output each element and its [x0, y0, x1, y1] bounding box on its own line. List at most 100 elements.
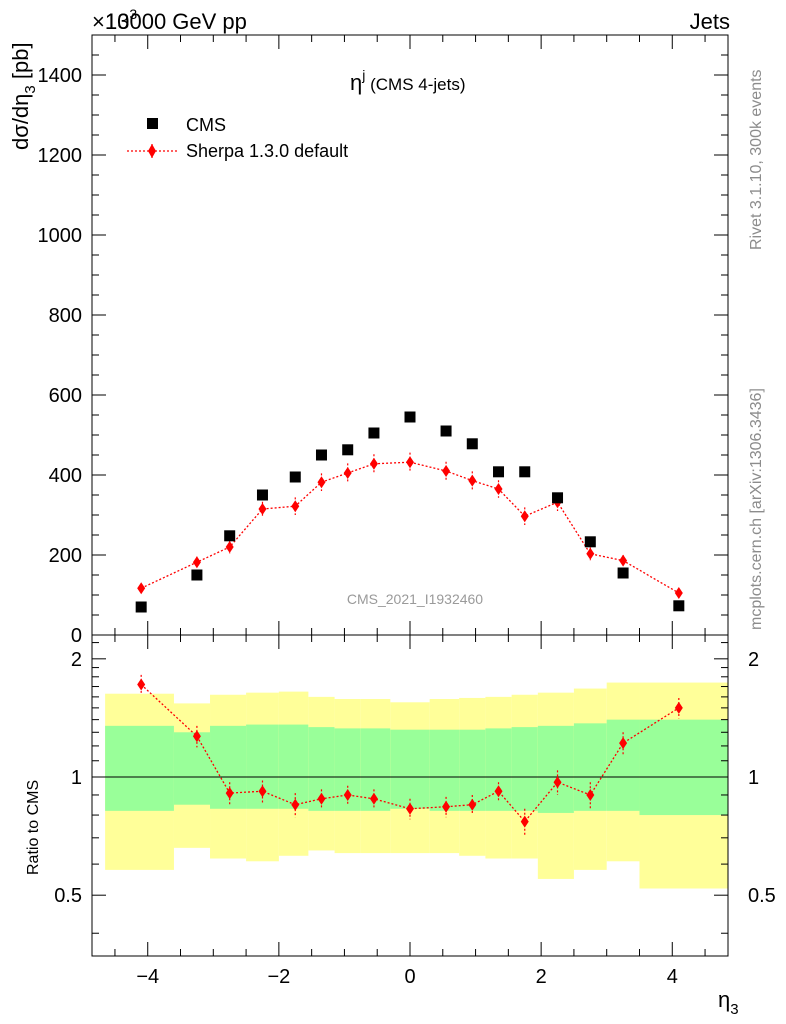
ratio-sherpa-point [586, 788, 595, 801]
sherpa-point [343, 467, 352, 479]
ratio-sherpa-point [406, 802, 414, 815]
header-right: Jets [690, 9, 730, 34]
ratio-x-ticks: −4 −2 0 2 4 [114, 635, 706, 988]
sherpa-point [674, 587, 683, 599]
ratio-sherpa-point [520, 815, 529, 828]
ratio-bands [105, 682, 728, 889]
legend: CMS Sherpa 1.3.0 default [127, 115, 348, 161]
ratio-band-inner [105, 725, 174, 811]
ratio-band-inner [511, 727, 538, 811]
side-label-mcplots: mcplots.cern.ch [arXiv:1306.3436] [748, 388, 765, 630]
main-x-ticks [114, 35, 706, 635]
ratio-y-tick-label-right: 0.5 [748, 885, 776, 907]
cms-point [673, 600, 685, 612]
main-y-tick-label: 800 [49, 305, 82, 327]
ratio-y-tick-label: 0.5 [54, 885, 82, 907]
y-axis-label: dσ/dη3 [pb] [8, 42, 39, 150]
ratio-sherpa-point [258, 785, 267, 798]
sherpa-point [442, 465, 451, 477]
x-tick-label: −2 [267, 966, 290, 988]
ratio-sherpa-point [494, 785, 503, 798]
ratio-band-inner [606, 719, 640, 811]
sherpa-point [494, 483, 503, 495]
ratio-sherpa-point [137, 678, 146, 691]
sherpa-point [192, 556, 201, 569]
side-label-rivet: Rivet 3.1.10, 300k events [748, 69, 765, 250]
ratio-sherpa-point [619, 737, 628, 750]
x-axis-label: η3 [718, 987, 739, 1018]
ratio-y-tick-label-right: 2 [748, 649, 759, 671]
sherpa-point [468, 474, 477, 487]
legend-label-cms: CMS [186, 115, 226, 135]
ratio-y-ticks: 0.5 0.5 1 1 2 2 [54, 642, 776, 934]
x-tick-label: 0 [404, 966, 415, 988]
ratio-panel: −4 −2 0 2 4 0.5 0.5 1 1 2 2 Ratio to CMS η3 [25, 634, 776, 1018]
plot-title: ηj (CMS 4-jets) [350, 67, 466, 95]
main-y-tick-label: 600 [49, 385, 82, 407]
ratio-sherpa-point [225, 787, 234, 800]
sherpa-point [619, 554, 628, 567]
x-tick-label: −4 [136, 966, 159, 988]
ratio-y-tick-label-right: 1 [748, 767, 759, 789]
ratio-sherpa-point [369, 792, 378, 805]
ratio-sherpa-point [442, 800, 451, 813]
main-y-tick-label: 200 [49, 545, 82, 567]
ratio-band-inner [278, 724, 309, 809]
sherpa-line [140, 461, 680, 594]
main-y-tick-label: 0 [71, 625, 82, 647]
sherpa-point [317, 476, 326, 489]
cms-point [315, 449, 327, 461]
sherpa-point [369, 457, 378, 470]
cms-point [584, 536, 596, 548]
legend-marker-sherpa [148, 144, 156, 158]
ratio-sherpa-point [317, 792, 326, 805]
ratio-band-inner [390, 729, 430, 809]
ratio-y-tick-label: 1 [71, 767, 82, 789]
sherpa-point [258, 503, 267, 515]
ratio-band-inner [429, 729, 460, 811]
ratio-sherpa-point [553, 776, 562, 789]
main-y-tick-label: 1400 [38, 65, 83, 87]
ratio-y-axis-label: Ratio to CMS [25, 780, 42, 875]
ratio-band-inner [537, 725, 574, 813]
cms-point [466, 438, 478, 450]
cms-point [342, 444, 354, 456]
sherpa-point [520, 510, 529, 523]
cms-point [519, 466, 531, 478]
cms-point [493, 466, 505, 478]
ratio-series [137, 674, 683, 836]
cms-point [256, 489, 268, 501]
ratio-sherpa-point [291, 798, 300, 811]
sherpa-point [225, 541, 234, 553]
main-series [135, 411, 685, 613]
ratio-band-inner [459, 729, 486, 811]
sherpa-point [137, 582, 146, 595]
x-tick-label: 2 [536, 966, 547, 988]
cms-point [191, 569, 203, 581]
cms-point [224, 530, 236, 542]
ratio-sherpa-point [343, 788, 352, 801]
sherpa-point [406, 456, 414, 469]
ratio-band-inner [639, 719, 728, 816]
ratio-y-tick-label: 2 [71, 649, 82, 671]
x-tick-label: 4 [667, 966, 678, 988]
ratio-sherpa-point [468, 798, 477, 811]
analysis-watermark: CMS_2021_I1932460 [347, 591, 483, 607]
header-exponent: ×103 [92, 6, 137, 34]
cms-point [404, 411, 416, 423]
ratio-sherpa-point [192, 730, 201, 743]
cms-point [552, 492, 564, 504]
legend-marker-cms [147, 118, 158, 129]
cms-point [368, 427, 380, 439]
main-y-ticks: 0 200 400 600 800 1000 1200 1400 [38, 34, 728, 647]
main-y-tick-label: 400 [49, 465, 82, 487]
sherpa-point [586, 547, 595, 560]
cms-point [289, 471, 301, 483]
ratio-band-inner [173, 732, 211, 805]
cms-point [617, 567, 629, 579]
sherpa-point [291, 500, 300, 513]
ratio-frame [91, 634, 729, 957]
main-y-tick-label: 1200 [38, 145, 83, 167]
cms-point [135, 601, 147, 613]
